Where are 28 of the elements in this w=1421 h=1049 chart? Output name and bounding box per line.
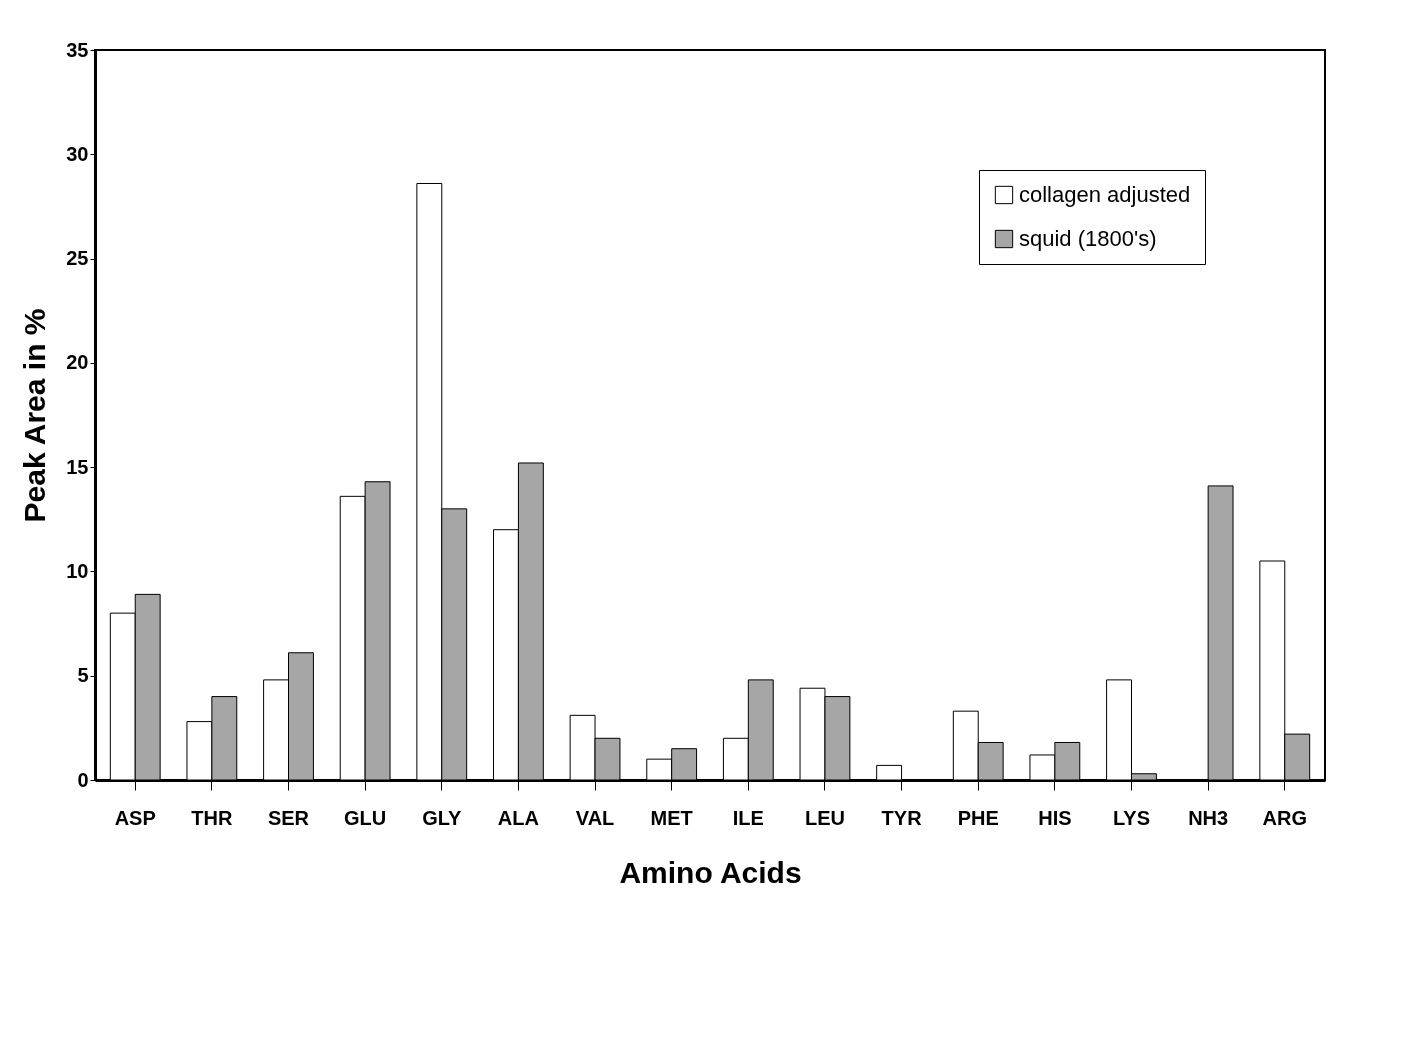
y-axis-title: Peak Area in % xyxy=(18,308,52,523)
x-tick-label: ALA xyxy=(497,806,539,829)
legend-label: collagen adjusted xyxy=(1019,182,1191,207)
x-tick-label: HIS xyxy=(1038,806,1072,829)
y-tick-label: 5 xyxy=(77,664,89,687)
x-tick-label: GLY xyxy=(422,806,463,829)
x-tick-label: ASP xyxy=(114,806,156,829)
x-tick-label: GLU xyxy=(344,806,387,829)
x-tick-label: NH3 xyxy=(1188,806,1229,829)
legend-label: squid (1800's) xyxy=(1019,226,1157,251)
y-tick-label: 15 xyxy=(66,455,89,478)
x-tick-label: LYS xyxy=(1112,806,1151,829)
x-tick-label: THR xyxy=(191,806,233,829)
x-tick-label: LEU xyxy=(804,806,845,829)
y-tick-label: 20 xyxy=(66,351,89,374)
x-tick-label: ILE xyxy=(732,806,764,829)
x-tick-label: ARG xyxy=(1262,806,1307,829)
y-tick-label: 25 xyxy=(66,247,89,270)
x-axis-title: Amino Acids xyxy=(619,855,802,889)
y-tick-label: 30 xyxy=(66,142,89,165)
x-tick-label: TYR xyxy=(881,806,923,829)
y-tick-label: 35 xyxy=(66,38,89,61)
x-tick-label: PHE xyxy=(957,806,999,829)
x-tick-label: VAL xyxy=(575,806,615,829)
y-tick-label: 0 xyxy=(77,768,89,791)
x-tick-label: SER xyxy=(267,806,310,829)
y-tick-label: 10 xyxy=(66,559,89,582)
x-tick-label: MET xyxy=(650,806,693,829)
